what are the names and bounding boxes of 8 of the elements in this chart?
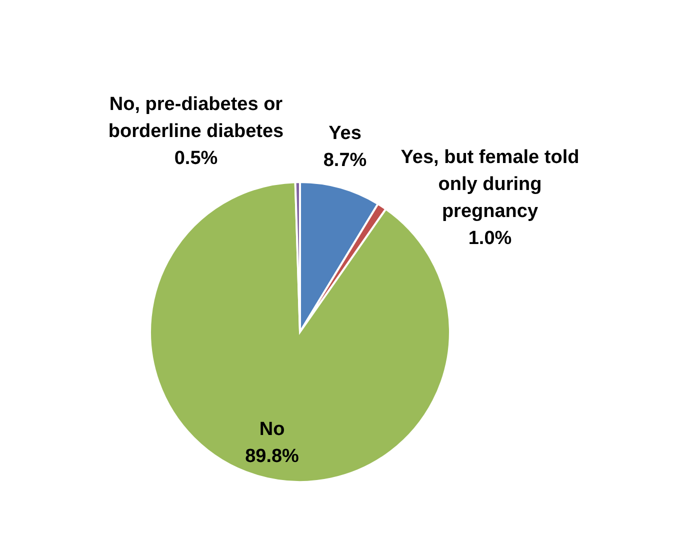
data-label: 8.7% [323, 150, 367, 171]
data-label: 0.5% [174, 148, 218, 169]
slice-label: No [259, 419, 285, 440]
slice-label: No, pre-diabetes or borderline diabetes [108, 94, 284, 142]
slice-label: Yes, but female told only during pregnancy [400, 147, 580, 222]
data-label: 1.0% [468, 228, 512, 249]
data-label: 89.8% [245, 446, 300, 467]
slice-label: Yes [328, 123, 362, 144]
